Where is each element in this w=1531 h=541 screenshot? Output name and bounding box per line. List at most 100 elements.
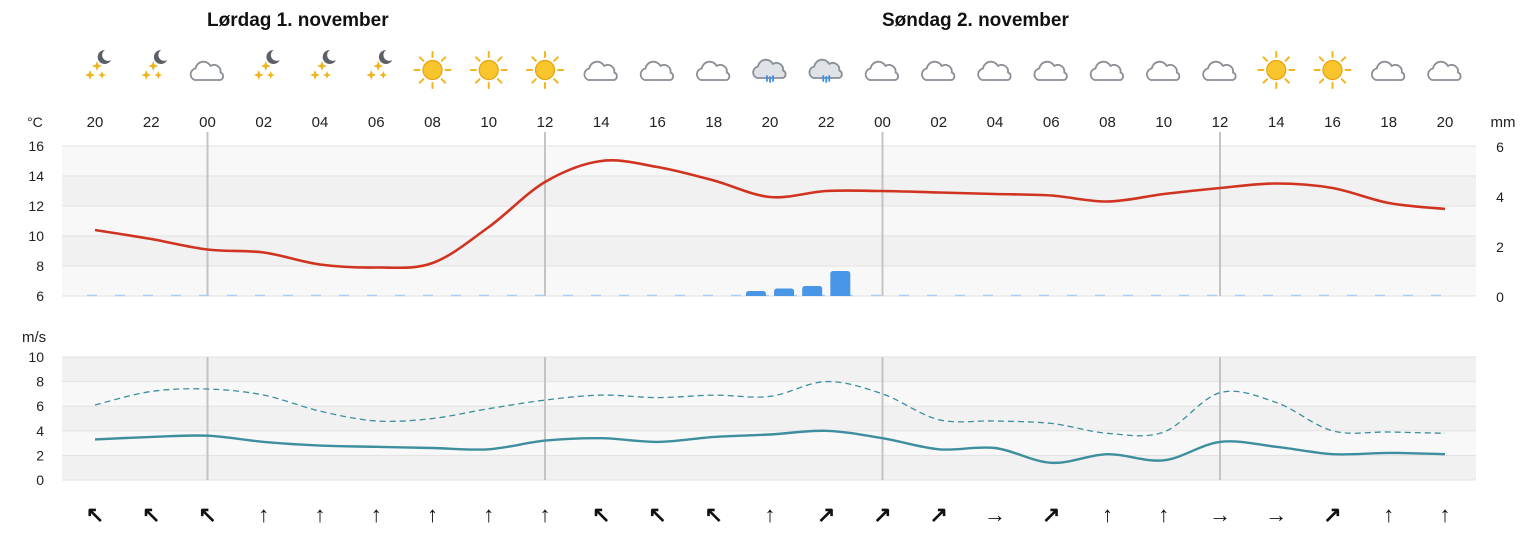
cloud-shape — [583, 60, 618, 81]
temp-band — [62, 206, 1476, 236]
temp-tick-label: 16 — [28, 138, 44, 154]
cloud-shape — [1371, 60, 1406, 81]
hour-label: 04 — [987, 114, 1004, 131]
star-shape — [260, 61, 271, 71]
wind-direction-arrow: ↖ — [142, 502, 160, 527]
hour-label: 22 — [818, 114, 835, 131]
sun-ray — [475, 78, 481, 84]
wind-direction-arrow: ↑ — [371, 502, 382, 527]
sun-ray — [418, 78, 425, 84]
hour-label: 16 — [649, 114, 666, 131]
hour-label: 20 — [1437, 114, 1454, 131]
temperature-line — [94, 159, 1446, 270]
hour-label: 20 — [762, 114, 779, 131]
precip-bar — [802, 286, 823, 296]
hour-label: 00 — [874, 114, 891, 131]
wind-band — [62, 381, 1476, 407]
sun-ray — [440, 78, 447, 84]
precip-bar — [745, 291, 766, 296]
clear-night-icon — [253, 49, 280, 80]
hour-label: 12 — [1212, 114, 1229, 131]
precip-tick-label: 4 — [1496, 189, 1504, 205]
star-shape — [310, 70, 320, 80]
star-shape — [148, 61, 159, 71]
temp-tick-label: 10 — [28, 228, 44, 244]
cloud-shape — [696, 60, 731, 81]
wind-tick-label: 2 — [36, 447, 44, 463]
cloud-shape — [1202, 60, 1237, 81]
precip-tick-label: 2 — [1496, 239, 1504, 255]
star-shape — [141, 70, 152, 80]
wind-direction-arrow: ↑ — [315, 502, 326, 527]
wind-direction-arrow: ↑ — [540, 502, 551, 527]
wind-direction-arrow: ↗ — [1042, 502, 1060, 527]
cloud-icon — [1089, 60, 1124, 81]
hour-label: 06 — [368, 114, 385, 131]
wind-direction-arrow: → — [984, 502, 1006, 527]
cloud-shape — [639, 60, 674, 81]
wind-direction-arrow: ↑ — [1102, 502, 1113, 527]
star-shape — [373, 61, 384, 71]
cloud-shape — [1033, 60, 1068, 81]
hour-label: 04 — [312, 114, 329, 131]
sun-ray — [1284, 56, 1290, 62]
star-shape — [85, 70, 95, 80]
cloud-icon — [1146, 60, 1181, 81]
wind-direction-arrow: ↗ — [873, 502, 891, 527]
wind-tick-label: 6 — [36, 398, 44, 414]
temp-tick-label: 14 — [28, 168, 44, 184]
wind-direction-arrow: ↖ — [705, 502, 723, 527]
hour-label: 06 — [1043, 114, 1060, 131]
hour-label: 22 — [143, 114, 160, 131]
wind-direction-arrow: ↗ — [817, 502, 835, 527]
wind-direction-arrow: → — [1209, 502, 1231, 527]
hour-label: 18 — [705, 114, 722, 131]
star-shape — [366, 70, 377, 80]
cloud-shape — [189, 60, 224, 81]
rain-cloud-icon — [752, 58, 787, 83]
precip-bar — [830, 271, 851, 296]
cloud-shape — [1427, 60, 1462, 81]
sun-ray — [1262, 56, 1269, 62]
clear-night-icon — [141, 49, 168, 80]
cloud-icon — [1427, 60, 1462, 81]
hour-label: 14 — [593, 114, 610, 131]
hour-label: 10 — [480, 114, 497, 131]
sun-ray — [1318, 56, 1325, 62]
wind-band — [62, 406, 1476, 431]
wind-direction-arrow: ↑ — [1440, 502, 1451, 527]
hour-label: 00 — [199, 114, 216, 131]
sun-disc — [1266, 59, 1287, 81]
sun-ray — [440, 56, 447, 62]
cloud-icon — [864, 60, 899, 81]
sun-disc — [422, 59, 443, 81]
cloud-shape — [864, 60, 899, 81]
cloud-icon — [921, 60, 956, 81]
moon-shape — [153, 49, 168, 64]
wind-band — [62, 357, 1476, 382]
wind-tick-label: 0 — [36, 472, 44, 488]
star-shape — [92, 61, 102, 71]
wind-direction-arrow: ↑ — [1158, 502, 1169, 527]
moon-shape — [378, 49, 393, 64]
sun-icon — [1257, 51, 1296, 89]
sun-ray — [553, 78, 559, 84]
moon-shape — [266, 49, 280, 64]
wind-tick-label: 10 — [28, 349, 44, 365]
temp-tick-label: 8 — [36, 258, 44, 274]
day-title-sunday: Søndag 2. november — [882, 10, 1069, 31]
sun-ray — [475, 56, 481, 62]
sun-ray — [1318, 78, 1325, 84]
day-title-saturday: Lørdag 1. november — [207, 10, 389, 31]
sun-ray — [1340, 78, 1347, 84]
cloud-icon — [696, 60, 731, 81]
star-shape — [317, 61, 327, 71]
sun-ray — [553, 56, 559, 62]
hour-label: 08 — [1099, 114, 1116, 131]
temp-tick-label: 12 — [28, 198, 44, 214]
moon-shape — [97, 49, 111, 64]
sun-icon — [413, 51, 452, 89]
moon-shape — [322, 49, 336, 64]
cloud-icon — [189, 60, 224, 81]
wind-direction-arrow: ↖ — [648, 502, 666, 527]
